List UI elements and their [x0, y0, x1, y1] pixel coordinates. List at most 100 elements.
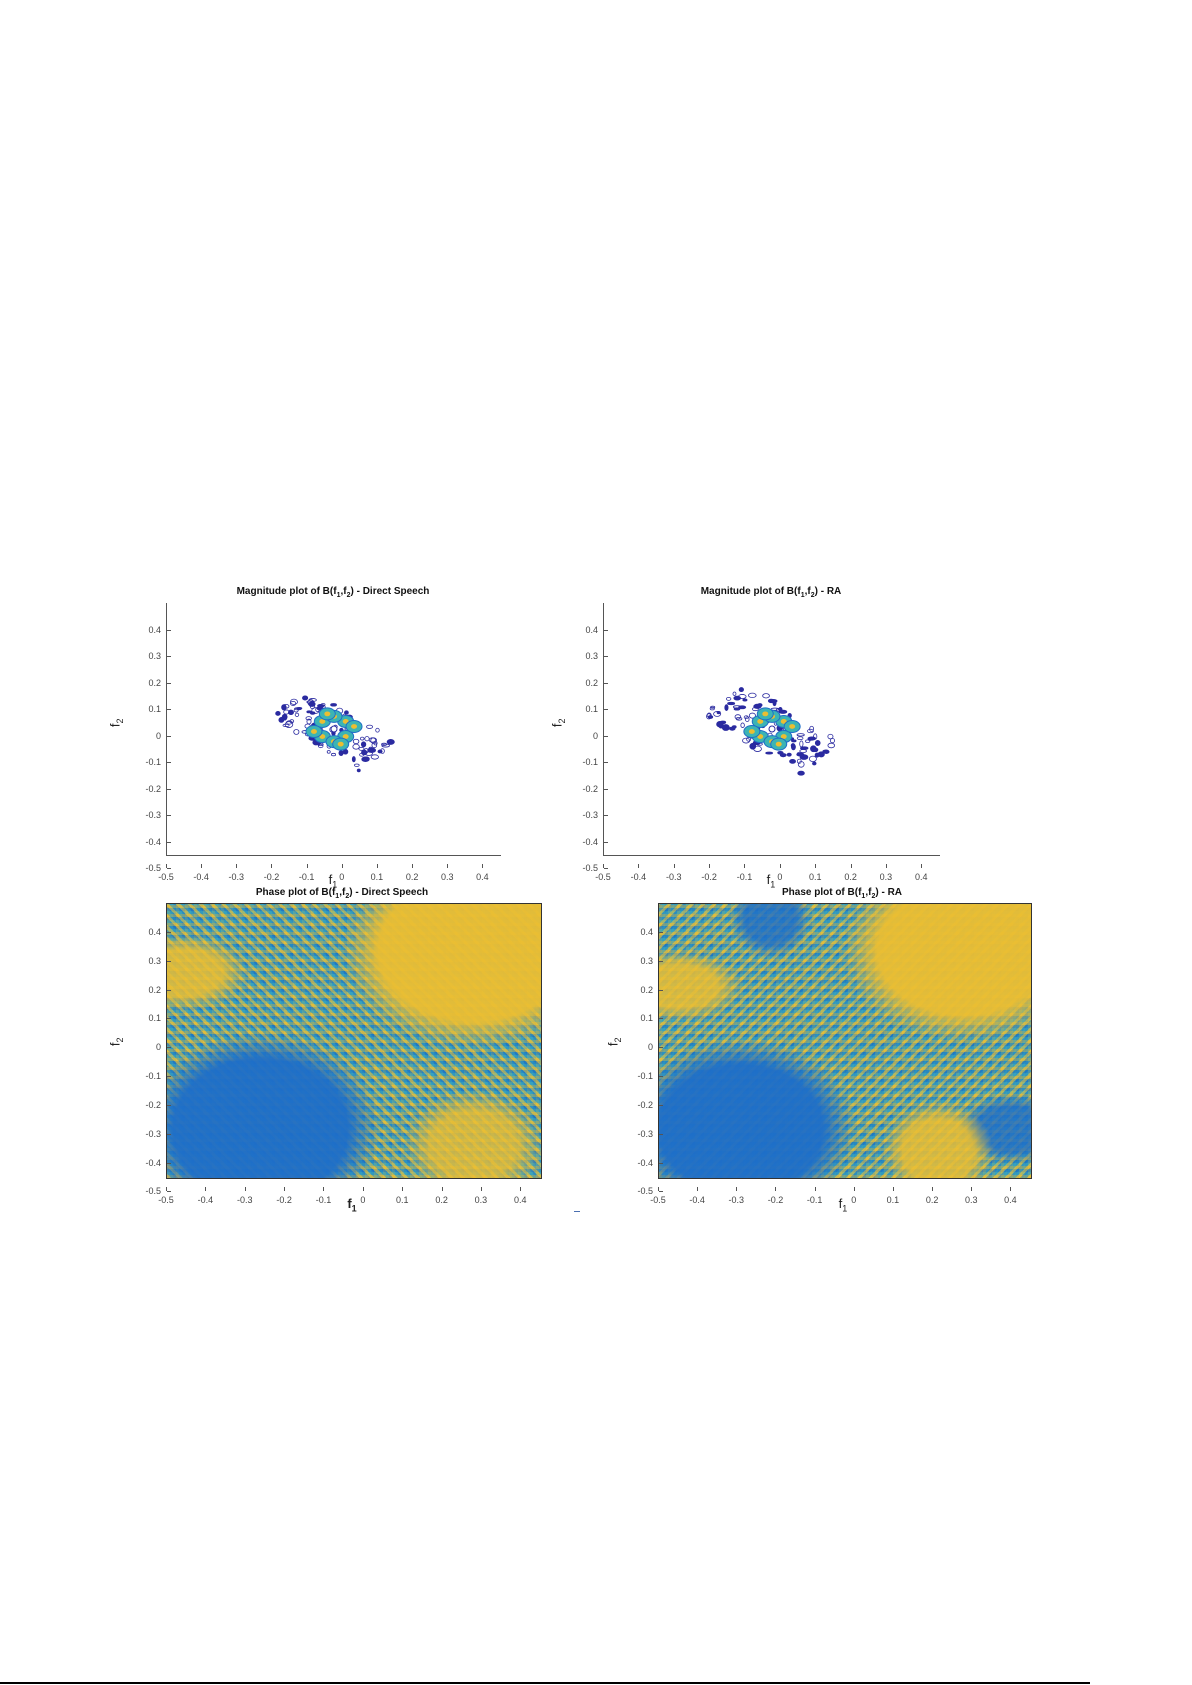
- x-tick-label: -0.3: [665, 872, 682, 883]
- title-part: ,f: [804, 586, 811, 597]
- y-tick-mark: [659, 1191, 663, 1193]
- y-tick-label: 0.1: [640, 1013, 653, 1024]
- x-tick-label: -0.2: [767, 1195, 784, 1206]
- x-tick-mark: [892, 1187, 894, 1192]
- phase-ra-axes: [658, 903, 1032, 1179]
- phase-direct-speech-axes: [166, 903, 542, 1179]
- x-tick-label: 0.2: [844, 872, 857, 883]
- x-tick-label: 0.3: [440, 872, 454, 883]
- magnitude-ra-axes: [603, 603, 940, 856]
- x-tick-label: 0: [339, 872, 345, 883]
- label-base: f: [107, 1042, 123, 1047]
- x-tick-label: 0.3: [879, 872, 893, 883]
- y-tick-mark: [604, 682, 608, 684]
- label-base: f: [549, 723, 565, 728]
- x-tick-mark: [236, 864, 238, 869]
- y-tick-label: 0.4: [640, 926, 653, 937]
- y-tick-mark: [167, 1076, 171, 1078]
- x-tick-label: -0.5: [595, 872, 611, 883]
- title-part: 1: [335, 893, 340, 900]
- y-axis-label: f2: [108, 1037, 126, 1046]
- title-part: 2: [346, 592, 351, 599]
- x-tick-mark: [971, 1187, 973, 1192]
- x-tick-label: 0: [851, 1195, 857, 1206]
- x-tick-label: 0.4: [1004, 1195, 1017, 1206]
- title-part: Magnitude plot of B(f: [700, 586, 801, 597]
- y-tick-label: -0.4: [637, 1157, 653, 1168]
- x-tick-label: -0.2: [701, 872, 717, 883]
- y-tick-label: -0.5: [145, 1186, 161, 1197]
- y-tick-mark: [167, 1104, 171, 1106]
- plot-title: Phase plot of B(f1,f2) - Direct Speech: [256, 887, 428, 900]
- y-tick-mark: [659, 1076, 663, 1078]
- x-tick-label: -0.4: [630, 872, 647, 883]
- x-tick-label: -0.1: [806, 1195, 823, 1206]
- x-tick-label: -0.1: [315, 1195, 332, 1206]
- y-tick-mark: [167, 841, 171, 843]
- y-tick-mark: [167, 1018, 171, 1020]
- x-tick-label: -0.3: [728, 1195, 745, 1206]
- x-tick-label: -0.2: [276, 1195, 292, 1206]
- x-tick-label: -0.5: [158, 872, 174, 883]
- title-part: ,f: [340, 586, 347, 597]
- y-tick-label: 0.3: [640, 955, 653, 966]
- y-tick-label: 0.1: [148, 1013, 161, 1024]
- y-tick-mark: [167, 868, 171, 870]
- x-tick-mark: [271, 864, 273, 869]
- y-tick-label: 0.1: [148, 704, 161, 715]
- title-part: 2: [871, 893, 876, 900]
- y-tick-mark: [167, 989, 171, 991]
- y-tick-label: -0.5: [582, 863, 598, 874]
- magnitude-direct-speech-axes: [166, 603, 501, 856]
- y-tick-label: -0.2: [145, 1099, 161, 1110]
- y-tick-label: 0.4: [148, 624, 161, 635]
- y-tick-label: -0.3: [637, 1128, 653, 1139]
- title-part: 2: [345, 893, 350, 900]
- y-tick-mark: [659, 1104, 663, 1106]
- x-tick-mark: [921, 864, 923, 869]
- x-tick-label: -0.4: [193, 872, 209, 883]
- x-tick-label: 0.2: [405, 872, 419, 883]
- y-tick-label: -0.3: [582, 810, 598, 821]
- x-axis-label: f1: [347, 1196, 356, 1214]
- y-tick-mark: [167, 656, 171, 658]
- x-tick-mark: [166, 864, 167, 869]
- y-tick-mark: [167, 682, 171, 684]
- label-base: f: [838, 1196, 843, 1211]
- y-tick-label: -0.1: [582, 757, 598, 768]
- contour-plot: [275, 695, 395, 773]
- y-tick-label: 0.1: [585, 704, 598, 715]
- y-tick-label: 0.3: [148, 651, 161, 662]
- y-tick-mark: [167, 1162, 171, 1164]
- x-tick-mark: [412, 864, 414, 869]
- x-tick-mark: [779, 864, 781, 869]
- x-tick-label: 0.4: [915, 872, 928, 883]
- title-part: 1: [800, 592, 805, 599]
- y-tick-label: 0: [647, 1042, 653, 1053]
- x-tick-mark: [306, 864, 308, 869]
- x-axis-label: f1: [329, 872, 338, 890]
- x-tick-mark: [638, 864, 640, 869]
- y-tick-label: -0.4: [582, 836, 598, 847]
- y-tick-label: 0.2: [585, 677, 598, 688]
- x-tick-label: 0.1: [395, 1195, 409, 1206]
- y-tick-mark: [659, 1162, 663, 1164]
- x-tick-label: -0.4: [689, 1195, 705, 1206]
- x-tick-mark: [697, 1187, 699, 1192]
- x-tick-mark: [673, 864, 675, 869]
- label-base: f: [605, 1042, 621, 1047]
- x-tick-mark: [520, 1187, 522, 1192]
- x-tick-mark: [814, 1187, 816, 1192]
- x-tick-label: 0.1: [808, 872, 822, 883]
- title-part: Phase plot of B(f: [781, 887, 862, 898]
- y-tick-label: 0: [155, 1042, 161, 1053]
- x-tick-label: -0.1: [298, 872, 315, 883]
- title-part: ) - Direct Speech: [349, 887, 429, 898]
- y-tick-mark: [604, 629, 608, 631]
- x-tick-label: 0.1: [886, 1195, 900, 1206]
- x-tick-mark: [244, 1187, 246, 1192]
- y-tick-mark: [167, 709, 171, 711]
- x-axis-label: f1: [839, 1196, 848, 1214]
- y-tick-mark: [167, 1133, 171, 1135]
- x-tick-mark: [744, 864, 746, 869]
